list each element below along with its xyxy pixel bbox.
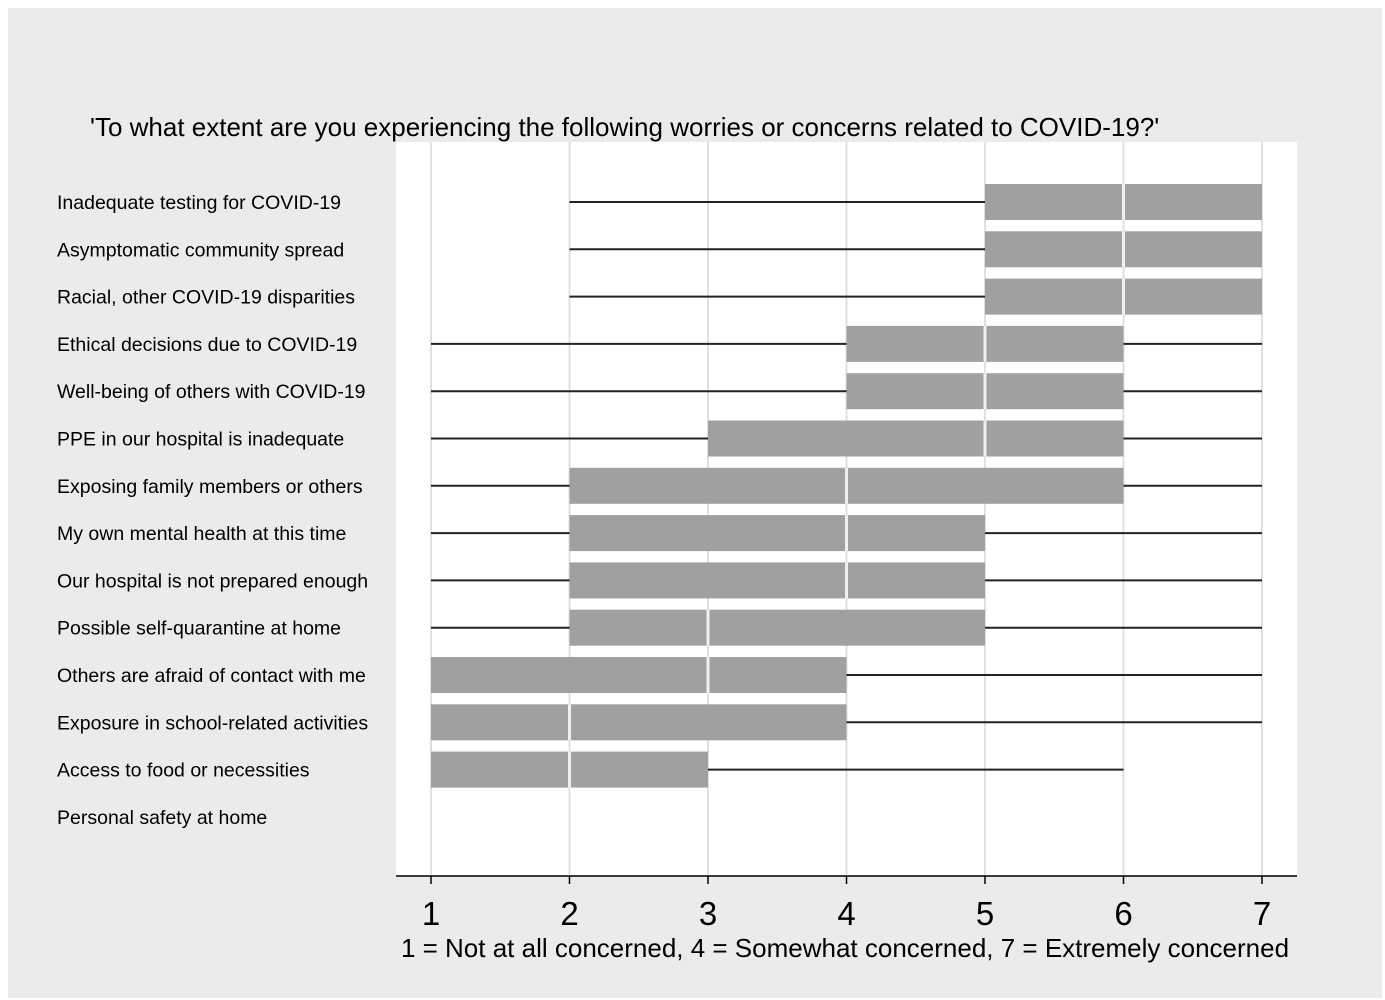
box-row: [431, 657, 1262, 693]
row-label: Exposing family members or others: [57, 476, 363, 498]
row-label: Exposure in school-related activities: [57, 712, 368, 734]
row-label: My own mental health at this time: [57, 523, 346, 545]
box-row: [569, 231, 1262, 268]
box-row: [431, 704, 1262, 741]
box-row: [431, 420, 1262, 457]
box-row: [431, 751, 1124, 788]
row-label: Possible self-quarantine at home: [57, 618, 341, 640]
x-tick-label: 7: [1253, 895, 1271, 932]
iqr-box: [569, 609, 985, 646]
box-row: [569, 278, 1262, 315]
iqr-box: [431, 657, 847, 693]
x-tick-label: 3: [699, 895, 717, 932]
box-row: [431, 373, 1262, 410]
box-row: [431, 467, 1262, 504]
x-axis-label: 1 = Not at all concerned, 4 = Somewhat c…: [401, 933, 1289, 963]
x-tick-label: 6: [1114, 895, 1132, 932]
box-row: [569, 184, 1262, 220]
x-tick-label: 4: [837, 895, 855, 932]
row-label: Racial, other COVID-19 disparities: [57, 287, 355, 309]
box-series: [431, 184, 1262, 788]
row-label: Inadequate testing for COVID-19: [57, 192, 341, 214]
row-label: Ethical decisions due to COVID-19: [57, 334, 357, 356]
iqr-box: [569, 515, 985, 552]
box-row: [431, 325, 1262, 362]
row-label: Asymptomatic community spread: [57, 239, 344, 261]
row-label: Personal safety at home: [57, 807, 267, 829]
x-tick-label: 2: [560, 895, 578, 932]
row-label: Our hospital is not prepared enough: [57, 570, 368, 592]
iqr-box: [569, 562, 985, 599]
chart-title: 'To what extent are you experiencing the…: [90, 112, 1159, 142]
row-label: Access to food or necessities: [57, 760, 310, 782]
row-label: Well-being of others with COVID-19: [57, 381, 366, 403]
row-label: Others are afraid of contact with me: [57, 665, 366, 687]
x-tick-label: 1: [422, 895, 440, 932]
iqr-box: [431, 704, 847, 741]
x-axis-ticks: 1 2 3 4 5 6 7: [422, 876, 1271, 932]
box-row: [431, 562, 1262, 599]
box-row: [431, 609, 1262, 646]
iqr-box: [708, 420, 1124, 457]
box-row: [431, 515, 1262, 552]
row-label: PPE in our hospital is inadequate: [57, 429, 344, 451]
row-labels: Inadequate testing for COVID-19 Asymptoma…: [57, 192, 368, 829]
x-tick-label: 5: [976, 895, 994, 932]
